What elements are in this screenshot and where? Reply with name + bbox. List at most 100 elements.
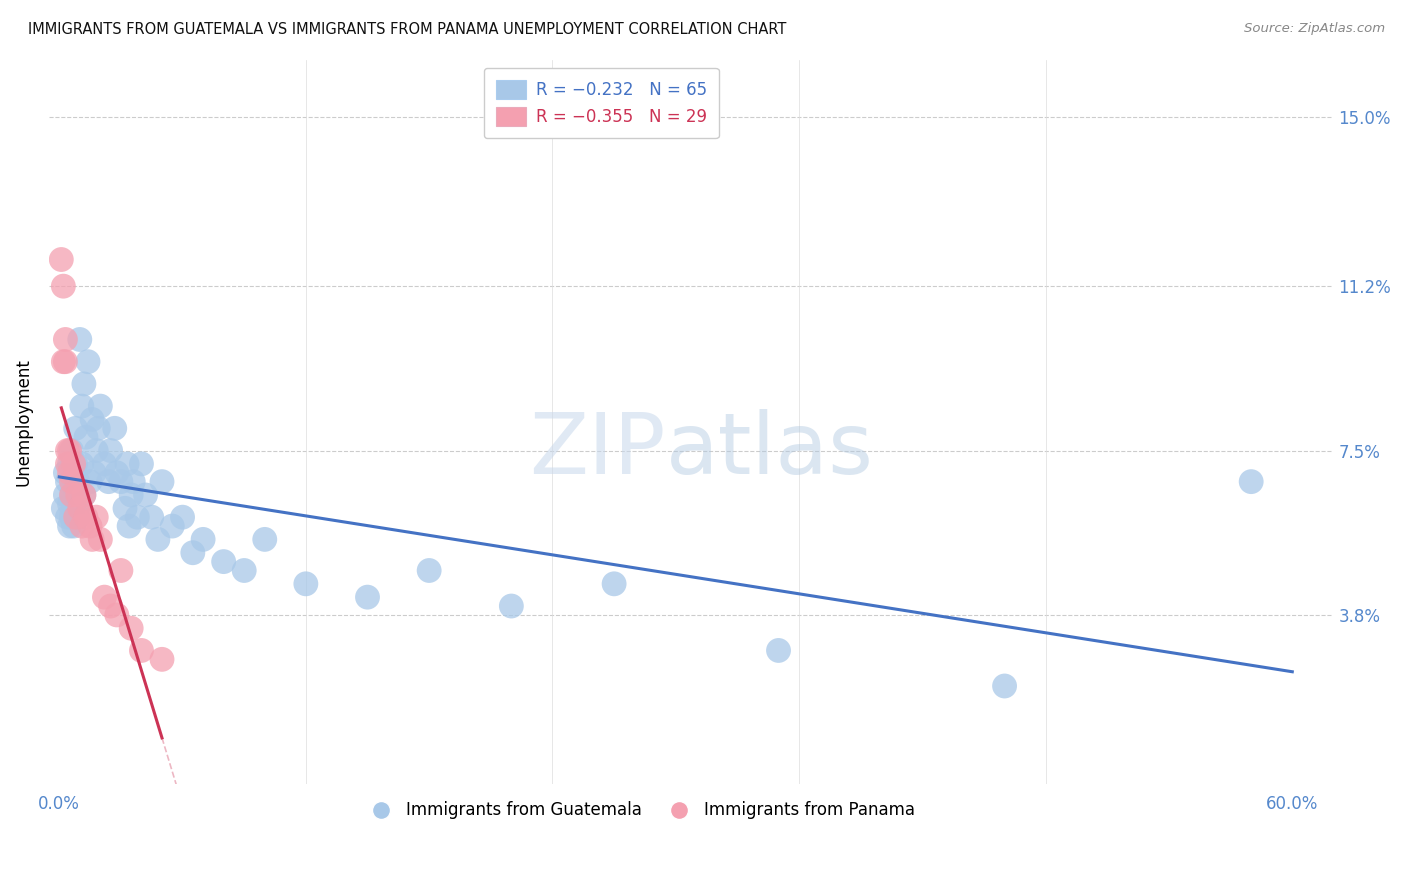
- Point: [60, 510, 83, 524]
- Point: [52, 279, 75, 293]
- Point: [768, 643, 790, 657]
- Point: [66, 488, 89, 502]
- Text: IMMIGRANTS FROM GUATEMALA VS IMMIGRANTS FROM PANAMA UNEMPLOYMENT CORRELATION CHA: IMMIGRANTS FROM GUATEMALA VS IMMIGRANTS …: [28, 22, 786, 37]
- Point: [93, 590, 115, 604]
- Point: [65, 421, 87, 435]
- Point: [172, 510, 194, 524]
- Point: [105, 607, 128, 622]
- Point: [58, 497, 80, 511]
- Point: [69, 501, 91, 516]
- Point: [82, 412, 104, 426]
- Point: [127, 510, 149, 524]
- Point: [69, 333, 91, 347]
- Point: [60, 488, 83, 502]
- Point: [141, 510, 163, 524]
- Point: [110, 564, 132, 578]
- Point: [79, 519, 101, 533]
- Point: [84, 443, 107, 458]
- Point: [501, 599, 523, 613]
- Point: [233, 564, 256, 578]
- Point: [75, 430, 97, 444]
- Point: [87, 421, 110, 435]
- Point: [993, 679, 1015, 693]
- Legend: Immigrants from Guatemala, Immigrants from Panama: Immigrants from Guatemala, Immigrants fr…: [359, 795, 921, 826]
- Point: [60, 475, 83, 489]
- Point: [115, 457, 138, 471]
- Point: [89, 533, 111, 547]
- Point: [51, 252, 73, 267]
- Point: [52, 501, 75, 516]
- Point: [120, 488, 142, 502]
- Point: [55, 333, 77, 347]
- Point: [65, 488, 87, 502]
- Point: [58, 466, 80, 480]
- Point: [162, 519, 184, 533]
- Point: [1240, 475, 1263, 489]
- Point: [97, 475, 120, 489]
- Point: [77, 354, 100, 368]
- Point: [104, 421, 127, 435]
- Point: [131, 643, 153, 657]
- Text: Source: ZipAtlas.com: Source: ZipAtlas.com: [1244, 22, 1385, 36]
- Point: [135, 488, 157, 502]
- Point: [191, 533, 214, 547]
- Point: [55, 466, 77, 480]
- Point: [73, 488, 96, 502]
- Point: [60, 488, 83, 502]
- Point: [69, 497, 91, 511]
- Point: [79, 475, 101, 489]
- Point: [93, 457, 115, 471]
- Point: [114, 501, 136, 516]
- Point: [56, 457, 79, 471]
- Point: [131, 457, 153, 471]
- Point: [83, 466, 105, 480]
- Point: [62, 501, 84, 516]
- Point: [58, 443, 80, 458]
- Point: [150, 652, 173, 666]
- Point: [120, 621, 142, 635]
- Point: [603, 577, 626, 591]
- Point: [52, 354, 75, 368]
- Point: [56, 475, 79, 489]
- Point: [65, 510, 87, 524]
- Point: [66, 510, 89, 524]
- Point: [55, 488, 77, 502]
- Point: [181, 546, 204, 560]
- Text: ZIP: ZIP: [529, 409, 665, 492]
- Point: [82, 533, 104, 547]
- Point: [73, 488, 96, 502]
- Point: [100, 599, 122, 613]
- Point: [122, 475, 145, 489]
- Point: [58, 519, 80, 533]
- Point: [100, 443, 122, 458]
- Point: [62, 475, 84, 489]
- Point: [56, 510, 79, 524]
- Point: [70, 457, 93, 471]
- Y-axis label: Unemployment: Unemployment: [15, 358, 32, 485]
- Point: [60, 443, 83, 458]
- Point: [55, 354, 77, 368]
- Point: [146, 533, 169, 547]
- Point: [58, 457, 80, 471]
- Point: [212, 555, 235, 569]
- Point: [75, 510, 97, 524]
- Point: [66, 475, 89, 489]
- Point: [110, 475, 132, 489]
- Point: [62, 519, 84, 533]
- Point: [56, 443, 79, 458]
- Text: atlas: atlas: [665, 409, 873, 492]
- Point: [418, 564, 440, 578]
- Point: [356, 590, 378, 604]
- Point: [62, 457, 84, 471]
- Point: [105, 466, 128, 480]
- Point: [70, 519, 93, 533]
- Point: [84, 510, 107, 524]
- Point: [118, 519, 141, 533]
- Point: [150, 475, 173, 489]
- Point: [73, 376, 96, 391]
- Point: [253, 533, 276, 547]
- Point: [295, 577, 318, 591]
- Point: [89, 399, 111, 413]
- Point: [65, 457, 87, 471]
- Point: [70, 399, 93, 413]
